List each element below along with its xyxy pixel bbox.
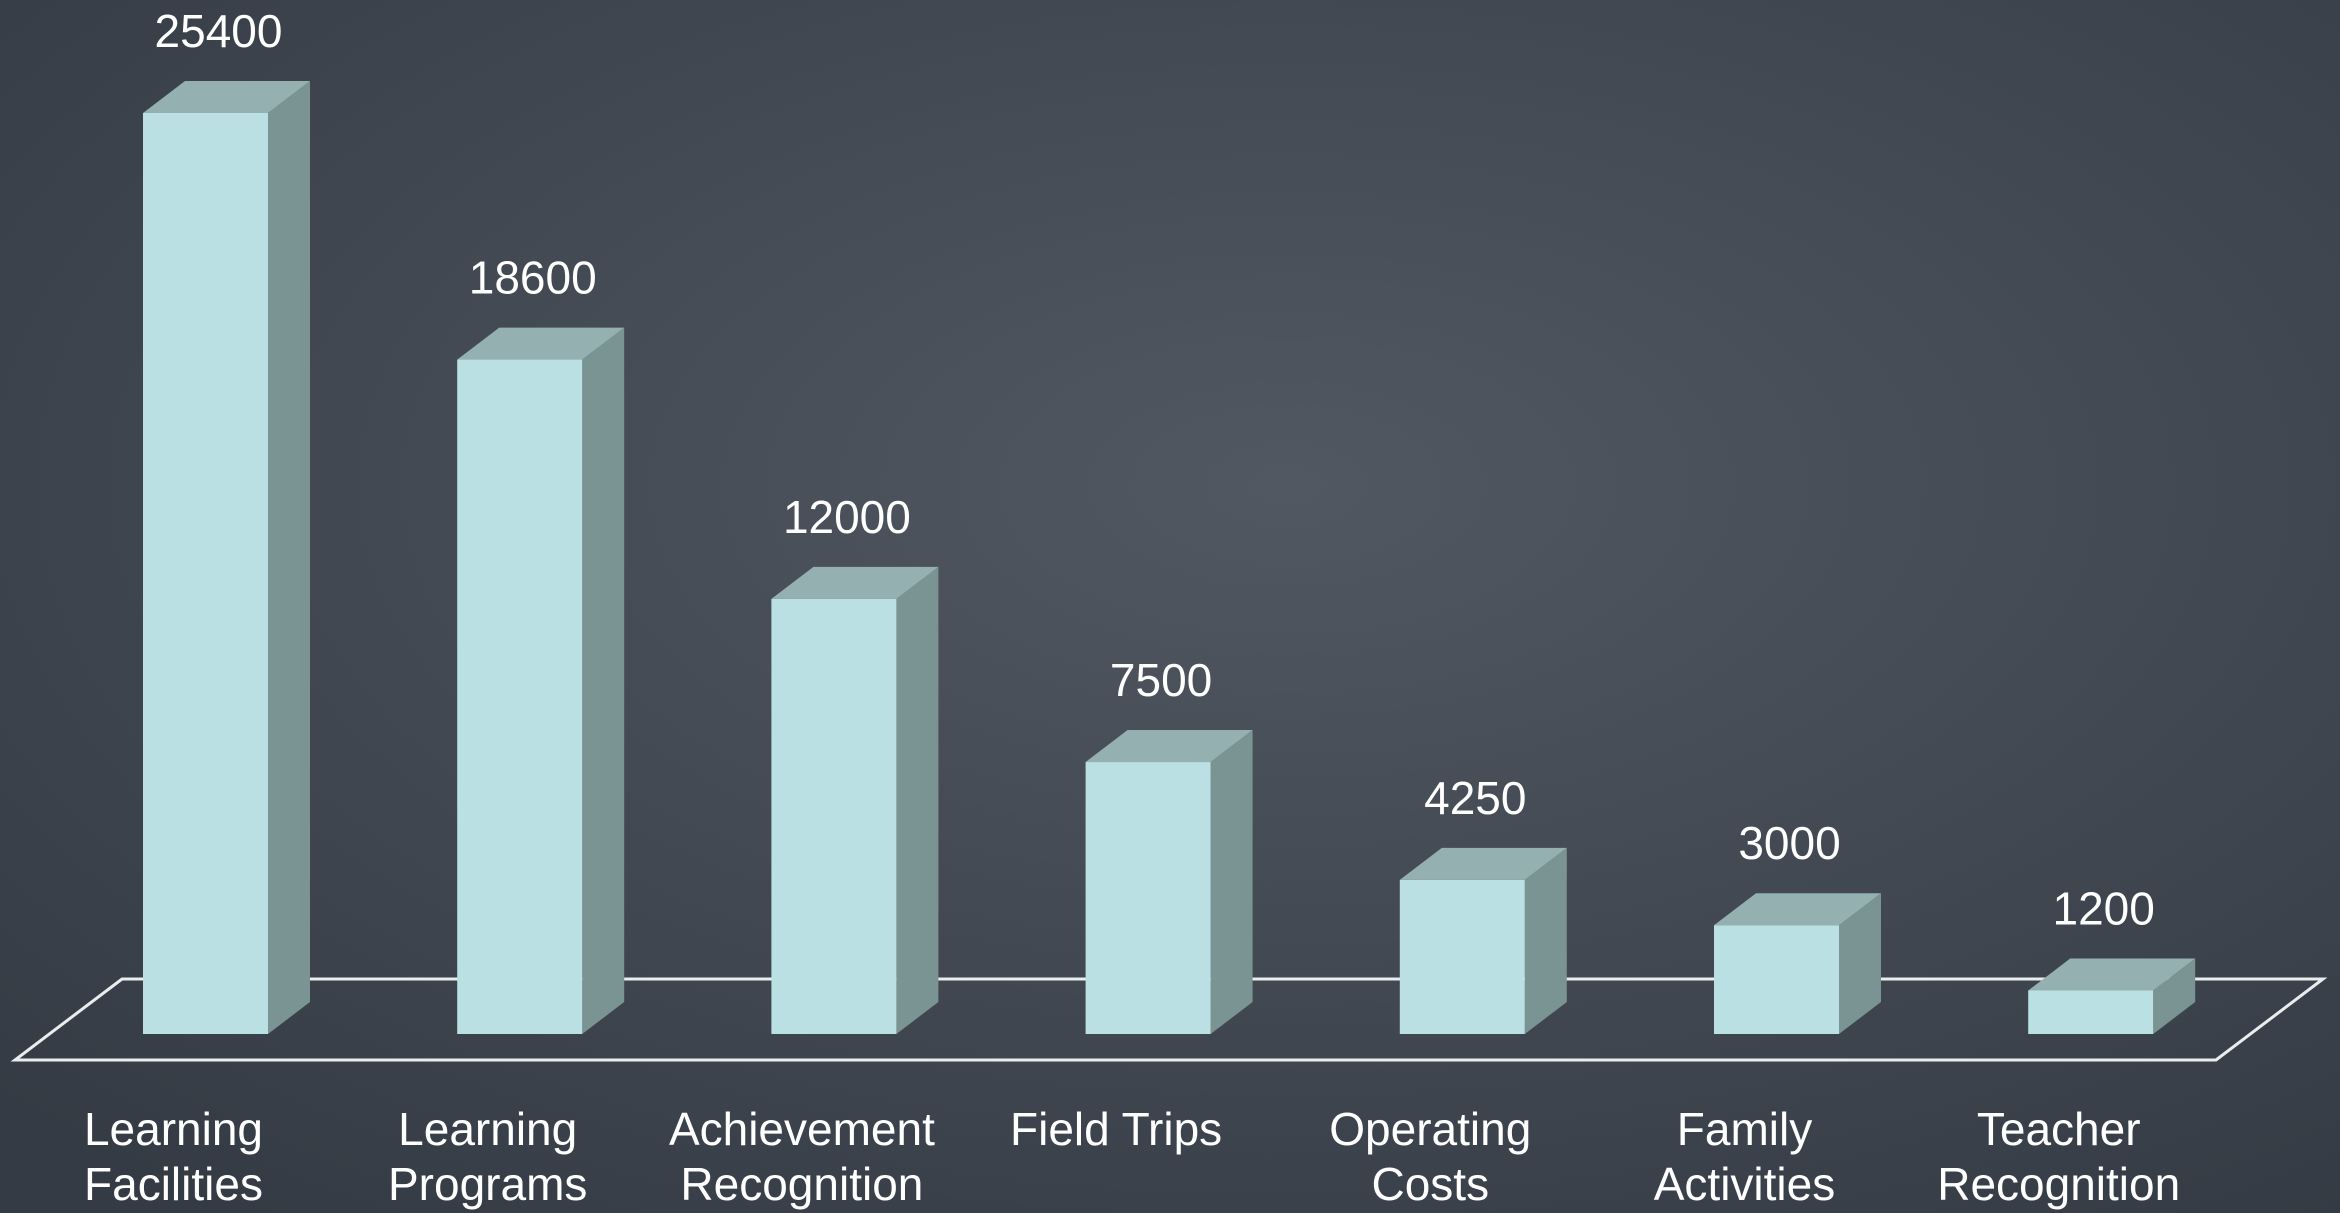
value-label: 7500	[1110, 654, 1212, 706]
value-label: 4250	[1424, 772, 1526, 824]
bar-side	[1210, 730, 1253, 1034]
bar-top	[1399, 847, 1567, 880]
bar-side	[896, 566, 939, 1034]
x-tick-label: Operating	[1329, 1103, 1531, 1155]
bar-top	[1085, 730, 1253, 763]
bar-side	[268, 81, 310, 1034]
value-label: 12000	[783, 491, 911, 543]
x-tick-label: Activities	[1654, 1158, 1835, 1210]
bar	[143, 113, 268, 1034]
floor	[10, 977, 2328, 1062]
bar-side	[582, 327, 625, 1035]
bar	[1085, 762, 1211, 1034]
x-tick-label: Programs	[388, 1158, 587, 1210]
value-label: 1200	[2053, 882, 2155, 934]
x-tick-label: Family	[1677, 1103, 1812, 1155]
bar-top	[2028, 958, 2196, 991]
bar-top	[771, 566, 939, 599]
bar	[1714, 925, 1839, 1034]
bar-side	[1524, 847, 1567, 1034]
bar	[457, 359, 583, 1035]
bar-top	[457, 327, 625, 360]
x-tick-label: Learning	[398, 1103, 577, 1155]
bar-side	[1839, 893, 1881, 1034]
value-label: 18600	[469, 252, 597, 304]
x-tick-label: Costs	[1372, 1158, 1490, 1210]
bar	[2028, 990, 2154, 1034]
bar-top	[1714, 893, 1881, 926]
x-tick-label: Achievement	[669, 1103, 935, 1155]
x-tick-label: Recognition	[1937, 1158, 2180, 1210]
x-tick-label: Field Trips	[1010, 1103, 1222, 1155]
bar	[771, 598, 897, 1034]
x-tick-label: Facilities	[84, 1158, 263, 1210]
bar-top	[143, 81, 310, 113]
value-label: 3000	[1738, 817, 1840, 869]
x-tick-label: Teacher	[1977, 1103, 2141, 1155]
x-tick-label: Learning	[84, 1103, 263, 1155]
x-tick-label: Recognition	[680, 1158, 923, 1210]
bar-side	[2153, 958, 2196, 1034]
value-label: 25400	[155, 5, 283, 57]
bar	[1399, 879, 1525, 1034]
